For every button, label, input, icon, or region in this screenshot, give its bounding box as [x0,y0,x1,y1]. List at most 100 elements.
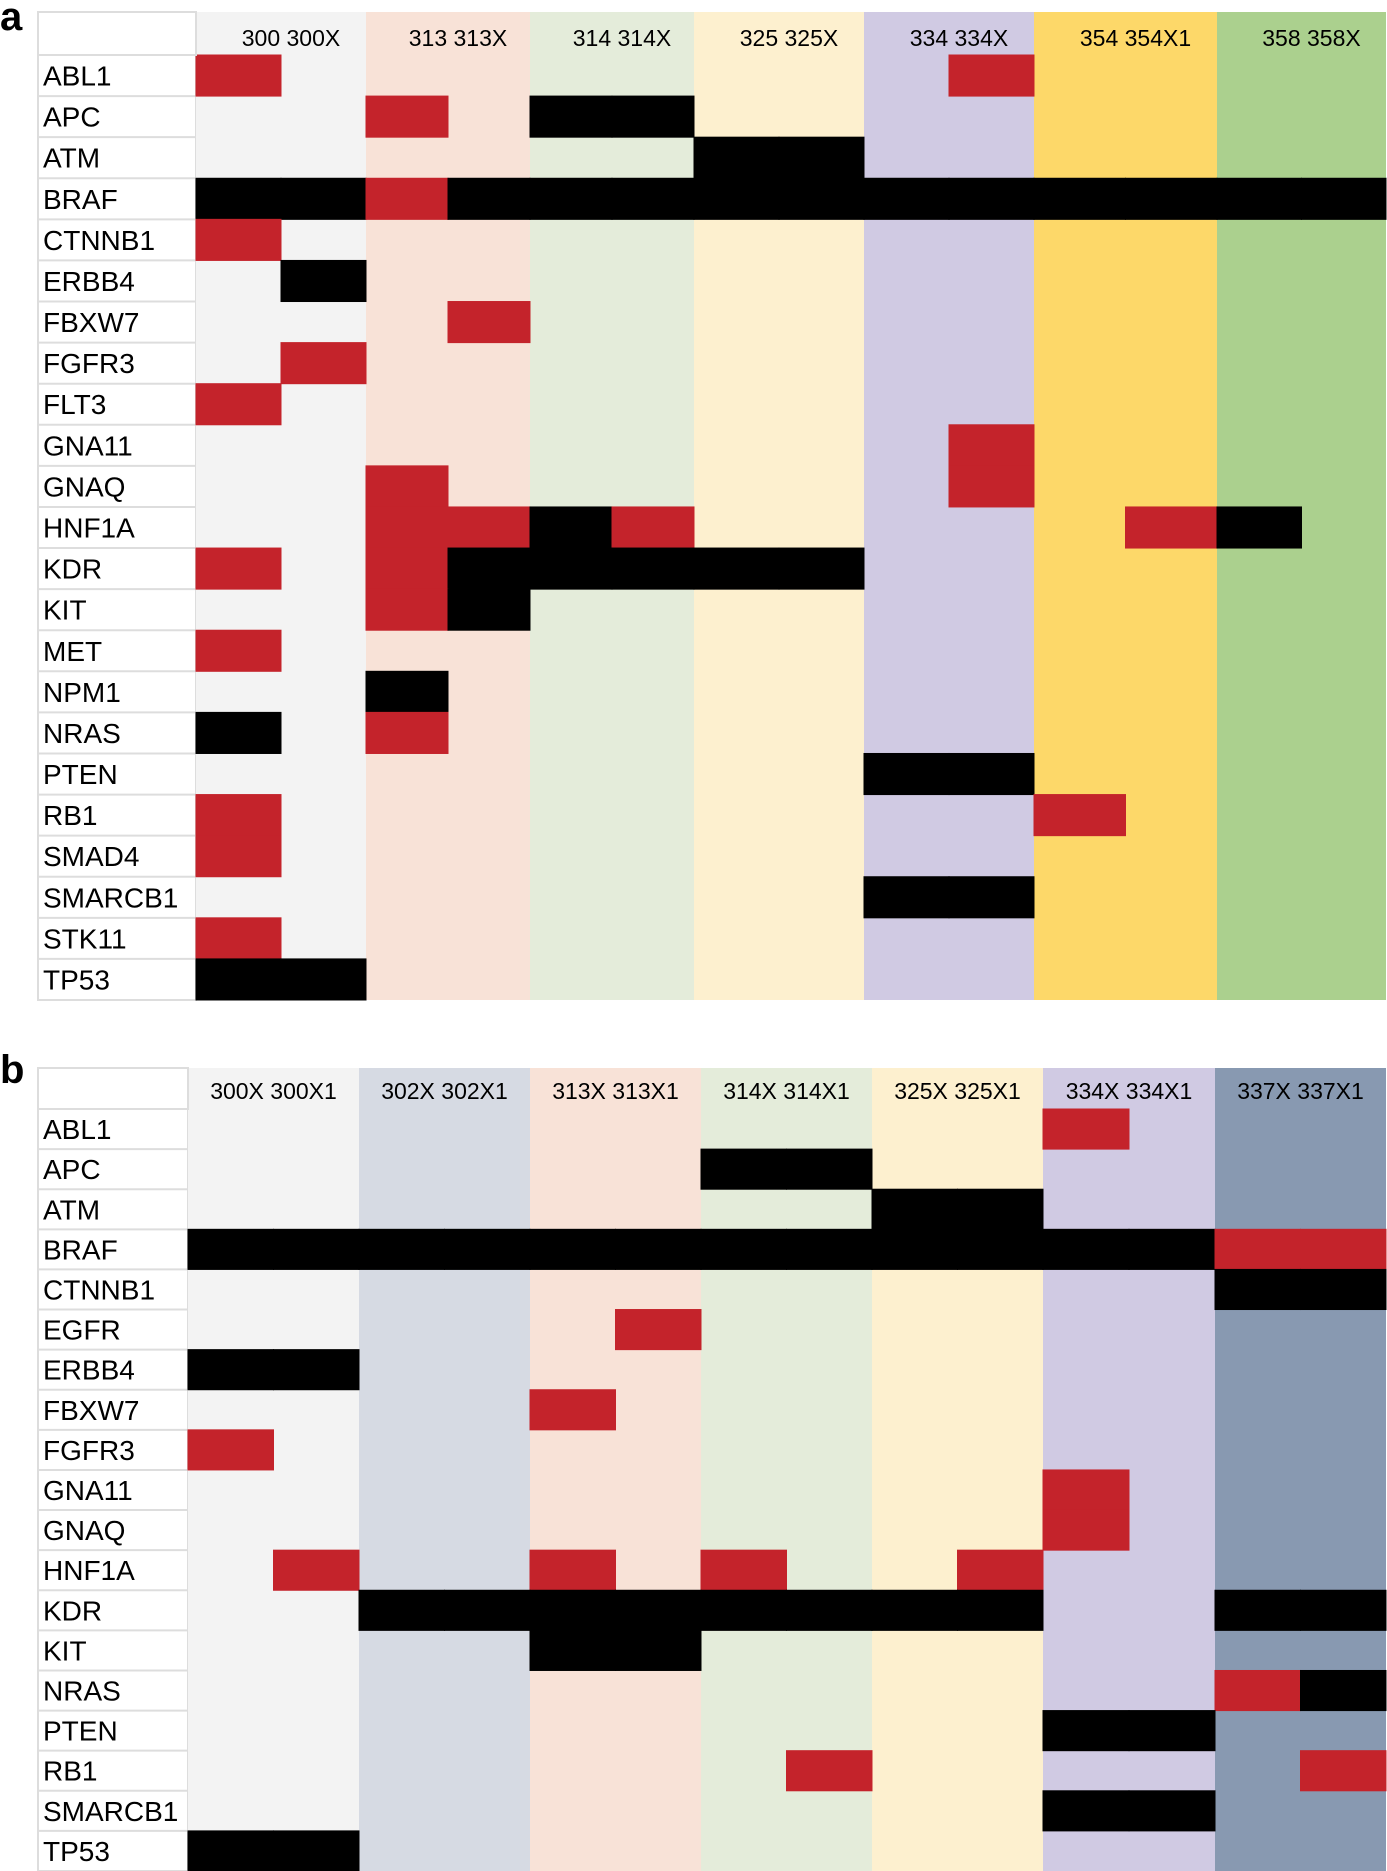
gene-label: GNA11 [43,1475,133,1506]
black-cell-kdr-314x [700,1589,787,1631]
red-cell-hnf1a-313 [365,506,449,549]
column-header: 325X 325X1 [894,1078,1021,1104]
column-background [530,1068,701,1871]
black-cell-braf-313x1 [615,1228,702,1270]
gene-label: BRAF [43,184,118,215]
column-background [530,12,694,1000]
column-background [1034,12,1217,1000]
gene-label: ATM [43,143,100,174]
gene-label: FBXW7 [43,307,139,338]
gene-label: NRAS [43,1676,121,1707]
black-cell-kdr-314x [611,547,695,590]
heatmap-panel-a: a ABL1 APC ATM BRAF CTNNB1 ERBB4 FBXW7 FGFR3 FLT3… [0,0,1387,1001]
gene-label: HNF1A [43,1555,135,1586]
red-cell-braf-337x1 [1300,1228,1387,1270]
black-cell-braf-314x [611,177,695,220]
red-cell-braf-337x [1214,1228,1301,1270]
gene-label: FGFR3 [43,348,135,379]
black-cell-ctnnb1-337x1 [1300,1268,1387,1311]
gene-label: PTEN [43,1716,118,1747]
gene-label: KDR [43,554,102,585]
gene-label: EGFR [43,1315,121,1346]
column-header: 300 300X [242,25,340,51]
heatmap-panel-b: b ABL1 APC ATM BRAF CTNNB1 EGFR ERBB4 FBXW7 FGFR3… [0,1048,1387,1871]
black-cell-tp53-300 [195,958,282,1001]
black-cell-apc-314x [700,1148,787,1190]
black-cell-braf-314x1 [786,1228,873,1270]
black-cell-kit-313x [529,1629,616,1671]
red-cell-hnf1a-314x [700,1549,787,1591]
red-cell-kit-313 [365,588,449,631]
black-cell-braf-334x [948,177,1035,220]
black-cell-erbb4-300x [187,1349,274,1391]
black-cell-braf-354 [1033,177,1126,220]
gene-label: ERBB4 [43,266,135,297]
black-cell-braf-358 [1216,177,1302,220]
black-cell-pten-334x [948,752,1035,796]
red-cell-kdr-300 [195,547,282,590]
red-cell-abl1-334x [1042,1108,1130,1150]
gene-label: ABL1 [43,1114,112,1145]
gene-label: NRAS [43,718,121,749]
header-corner [37,1067,189,1110]
black-cell-braf-313x [529,1228,616,1270]
red-cell-fgfr3-300x [280,342,367,385]
black-cell-kdr-314 [529,547,613,590]
gene-label: BRAF [43,1234,118,1265]
red-cell-rb1-314x1 [786,1750,873,1792]
column-header: 354 354X1 [1080,25,1191,51]
gene-label: KDR [43,1595,102,1626]
black-cell-nras-300 [195,711,282,754]
red-cell-hnf1a-354x1 [1125,506,1218,549]
black-cell-kdr-313x1 [615,1589,702,1631]
black-cell-hnf1a-314 [529,506,613,549]
red-cell-nras-313 [365,711,449,754]
red-cell-fbxw7-313x [529,1389,616,1431]
panel-label: a [0,0,23,39]
column-background [872,1068,1043,1871]
gene-label: FGFR3 [43,1435,135,1466]
header-corner [37,11,197,56]
black-cell-erbb4-300x [280,259,367,303]
gene-label: APC [43,102,101,133]
black-cell-braf-314x [700,1228,787,1270]
black-cell-npm1-313 [365,670,449,713]
red-cell-flt3-300 [195,383,282,426]
black-cell-atm-325 [693,136,780,179]
black-cell-apc-314x [611,95,695,138]
gene-label: APC [43,1154,101,1185]
column-header: 313 313X [409,25,507,51]
red-cell-stk11-300 [195,917,282,960]
black-cell-braf-325x1 [957,1228,1044,1270]
gene-label: SMARCB1 [43,1796,178,1827]
red-cell-fgfr3-300x [187,1429,274,1471]
gene-label: TP53 [43,964,110,995]
black-cell-kdr-302x1 [444,1589,531,1631]
black-cell-braf-358x [1301,177,1387,220]
gene-label: STK11 [43,923,127,954]
panel-label: b [0,1048,24,1092]
gene-label: KIT [43,595,87,626]
black-cell-kit-313x1 [615,1629,702,1671]
red-cell-rb1-354 [1033,794,1126,837]
black-cell-atm-325x [778,136,865,179]
black-cell-braf-300 [195,177,282,220]
black-cell-kdr-337x [1214,1589,1301,1631]
red-cell-hnf1a-313x [447,506,531,549]
gene-label: NPM1 [43,677,121,708]
red-cell-gna11-334x [948,424,1035,467]
black-cell-kdr-314x1 [786,1589,873,1631]
black-cell-kdr-313x [447,547,531,590]
column-background [359,1068,530,1871]
red-cell-ctnnb1-300 [195,218,282,261]
gene-label: HNF1A [43,513,135,544]
column-header: 300X 300X1 [210,1078,337,1104]
black-cell-tp53-300x1 [273,1830,360,1871]
black-cell-pten-334 [863,752,950,796]
column-header: 334X 334X1 [1066,1078,1193,1104]
column-header: 314 314X [573,25,671,51]
red-cell-gnaq-334x [1042,1509,1130,1551]
column-header: 313X 313X1 [552,1078,679,1104]
column-header: 302X 302X1 [381,1078,508,1104]
